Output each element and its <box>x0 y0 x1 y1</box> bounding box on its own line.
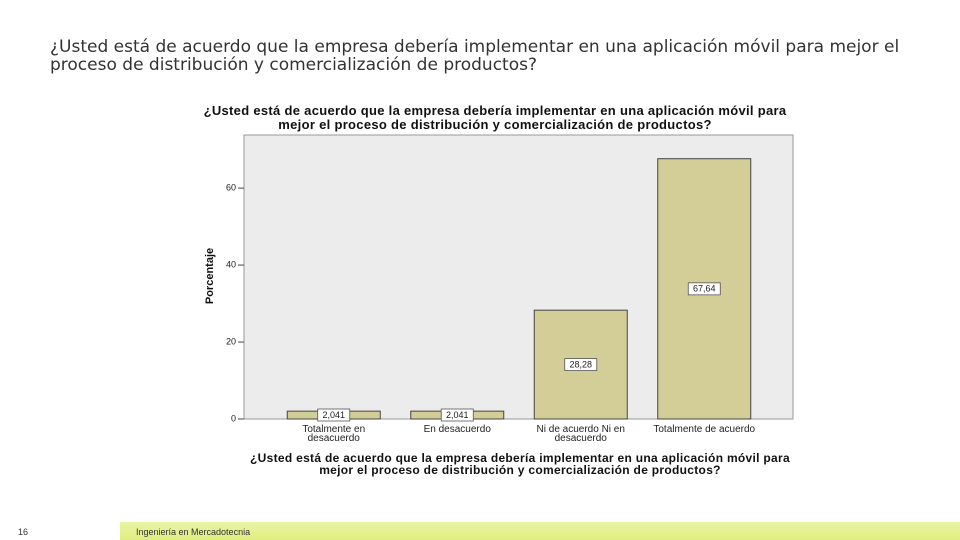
x-tick-label: Totalmente de acuerdo <box>653 424 756 435</box>
value-label-box <box>564 358 598 371</box>
x-tick-label: En desacuerdo <box>423 424 491 435</box>
slide-title: ¿Usted está de acuerdo que la empresa de… <box>50 37 900 75</box>
y-axis-label: Porcentaje <box>204 247 216 305</box>
y-tick-label: 20 <box>226 336 236 346</box>
y-tick-label: 0 <box>231 413 236 423</box>
y-tick-label: 60 <box>226 182 236 192</box>
value-label-box <box>317 408 351 422</box>
x-axis-label: ¿Usted está de acuerdo que la empresa de… <box>250 451 790 477</box>
value-label: 28,28 <box>569 359 592 369</box>
chart-title: ¿Usted está de acuerdo que la empresa de… <box>203 103 787 132</box>
x-tick-label: Totalmente en desacuerdo <box>302 424 366 444</box>
x-tick-label: Ni de acuerdo Ni en desacuerdo <box>536 424 625 444</box>
value-label-box <box>687 282 721 296</box>
footer-text: Ingeniería en Mercadotecnia <box>136 527 251 537</box>
footer-bar: Ingeniería en Mercadotecnia <box>120 522 960 540</box>
value-label: 2,041 <box>446 410 469 420</box>
y-tick-label: 40 <box>226 259 236 269</box>
value-label-box <box>440 408 474 422</box>
page-number: 16 <box>18 527 29 537</box>
value-label: 2,041 <box>322 410 345 420</box>
value-label: 67,64 <box>693 284 716 294</box>
